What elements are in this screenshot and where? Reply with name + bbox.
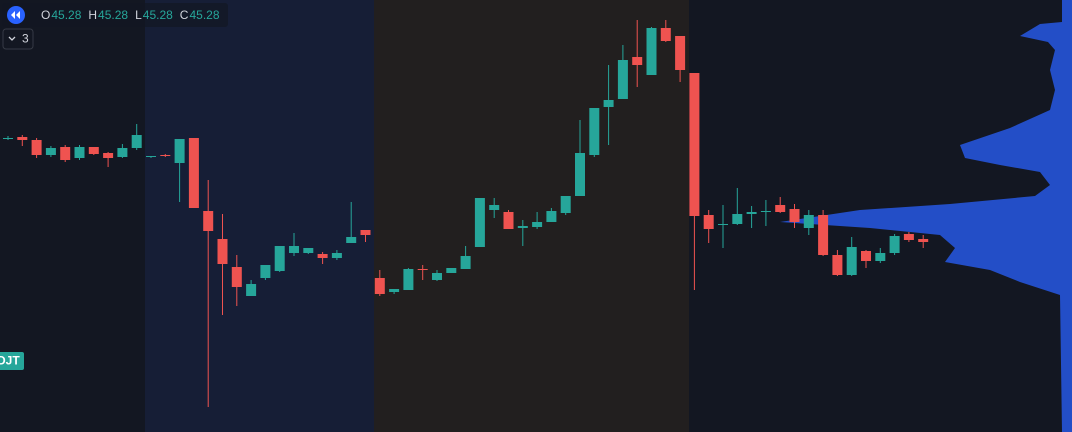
candle-body (575, 153, 585, 196)
legend-label: O (41, 8, 50, 22)
candle-body (889, 236, 900, 253)
candle-body (331, 253, 342, 258)
candle-body (760, 211, 771, 212)
candle-body (417, 269, 428, 270)
session-bg (145, 0, 374, 432)
candle-body (617, 60, 628, 99)
volume-profile (780, 0, 1072, 432)
candle-body (74, 147, 85, 158)
candle-body (317, 254, 328, 258)
candle-body (732, 214, 743, 224)
candle-body (432, 273, 442, 280)
candle-body (832, 255, 843, 275)
candle-body (517, 226, 528, 228)
symbol-tag: DJT (0, 354, 20, 368)
candle-body (503, 212, 514, 229)
legend-value: 45.28 (143, 8, 173, 22)
candle-body (231, 267, 242, 287)
candle-body (60, 147, 71, 160)
candle-body (746, 212, 757, 214)
candle-body (632, 57, 643, 65)
candle-body (131, 135, 142, 148)
candle-body (546, 211, 557, 222)
candle-body (303, 248, 314, 253)
candle-body (532, 222, 543, 227)
candle-body (846, 247, 857, 275)
candle-body (274, 246, 285, 271)
candle-body (88, 147, 99, 154)
legend-value: 45.28 (51, 8, 81, 22)
candle-body (389, 289, 400, 292)
candle-body (460, 256, 471, 269)
candle-body (660, 28, 671, 41)
candle-body (289, 246, 299, 253)
candle-body (117, 148, 128, 157)
candle-body (146, 156, 156, 157)
candle-body (346, 237, 357, 243)
candle-body (374, 278, 385, 294)
session-bg (374, 0, 689, 432)
candle-body (689, 73, 700, 216)
candle-body (789, 209, 800, 222)
session-bg (0, 0, 145, 432)
legend-label: C (180, 8, 189, 22)
legend-value: 45.28 (189, 8, 219, 22)
legend-bg (2, 3, 228, 27)
candle-body (560, 196, 571, 213)
candle-body (775, 205, 786, 212)
candle-body (718, 224, 728, 225)
candle-body (217, 239, 228, 264)
candle-body (918, 239, 929, 242)
candle-body (703, 215, 714, 229)
candle-body (403, 269, 414, 290)
candle-body (818, 215, 829, 255)
candle-body (188, 138, 199, 208)
candle-body (903, 234, 914, 240)
legend-label: L (135, 8, 142, 22)
candle-body (246, 284, 257, 296)
candle-body (489, 205, 500, 210)
candle-body (446, 268, 457, 273)
ohlc-legend: O 45.28 H 45.28 L 45.28 C 45.28 (41, 8, 220, 22)
candle-body (603, 100, 614, 107)
candle-body (589, 108, 600, 155)
candle-body (203, 211, 214, 231)
candles (3, 20, 929, 407)
candle-body (260, 265, 271, 278)
rewind-icon (11, 11, 20, 19)
indicator-toggle[interactable] (2, 28, 34, 50)
candle-body (31, 140, 42, 155)
candle-body (103, 153, 114, 158)
candle-body (646, 28, 657, 75)
candle-body (861, 251, 871, 261)
chevron (8, 36, 16, 41)
indicator-count: 3 (22, 32, 29, 46)
candle-body (45, 148, 56, 155)
candle-body (875, 253, 886, 261)
legend-value: 45.28 (98, 8, 128, 22)
candle-body (675, 36, 686, 70)
candle-body (474, 198, 485, 247)
symbol-tag-bg (0, 352, 24, 370)
candle-body (803, 215, 814, 228)
legend-label: H (88, 8, 97, 22)
candle-body (174, 139, 185, 163)
candle-body (160, 155, 171, 156)
candle-body (3, 138, 13, 139)
candle-body (17, 137, 28, 140)
candle-body (360, 230, 371, 235)
